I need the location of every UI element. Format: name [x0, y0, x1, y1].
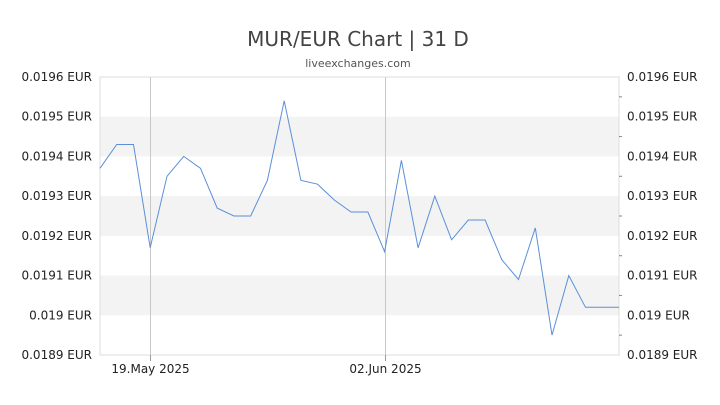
- chart-title: MUR/EUR Chart | 31 D: [247, 27, 469, 51]
- data-point: [232, 215, 235, 218]
- y-tick-label-right: 0.0192 EUR: [627, 229, 698, 243]
- data-point: [249, 215, 252, 218]
- grid-band: [100, 275, 619, 316]
- data-point: [350, 211, 353, 214]
- data-point: [216, 207, 219, 210]
- y-tick-label-right: 0.0194 EUR: [627, 149, 698, 163]
- data-point: [333, 199, 336, 202]
- y-axis-left: 0.0196 EUR 0.0195 EUR 0.0194 EUR 0.0193 EUR…: [21, 70, 92, 362]
- y-tick-label-right: 0.0191 EUR: [627, 269, 698, 283]
- vertical-gridlines: [150, 77, 386, 355]
- y-tick-label-left: 0.0194 EUR: [21, 149, 92, 163]
- y-tick-label-right: 0.0189 EUR: [627, 348, 698, 362]
- y-tick-label-right: 0.0195 EUR: [627, 110, 698, 124]
- data-point: [400, 159, 403, 162]
- grid-band: [100, 116, 619, 157]
- data-point: [132, 143, 135, 146]
- y-tick-label-left: 0.0191 EUR: [21, 269, 92, 283]
- data-point: [182, 155, 185, 158]
- data-point: [618, 306, 621, 309]
- data-point: [584, 306, 587, 309]
- background-bands: [100, 116, 619, 316]
- y-tick-label-right: 0.0196 EUR: [627, 70, 698, 84]
- y-tick-label-left: 0.0192 EUR: [21, 229, 92, 243]
- data-point: [99, 167, 102, 170]
- data-point: [283, 99, 286, 102]
- y-axis-right: 0.0196 EUR 0.0195 EUR 0.0194 EUR 0.0193 EUR…: [619, 70, 698, 362]
- x-axis: 19.May 2025 02.Jun 2025: [111, 355, 422, 376]
- y-tick-label-right: 0.019 EUR: [627, 308, 690, 322]
- y-tick-label-left: 0.0193 EUR: [21, 189, 92, 203]
- data-point: [417, 246, 420, 249]
- data-point: [316, 183, 319, 186]
- data-point: [383, 250, 386, 253]
- y-tick-label-left: 0.0196 EUR: [21, 70, 92, 84]
- data-point: [484, 219, 487, 222]
- data-point: [450, 238, 453, 241]
- data-point: [534, 226, 537, 229]
- y-tick-label-left: 0.0195 EUR: [21, 110, 92, 124]
- data-point: [149, 246, 152, 249]
- data-point: [567, 274, 570, 277]
- data-point: [433, 195, 436, 198]
- rate-series-line: [99, 100, 619, 336]
- data-point: [266, 179, 269, 182]
- chart-subtitle: liveexchanges.com: [305, 57, 410, 70]
- data-point: [199, 167, 202, 170]
- data-point: [166, 175, 169, 178]
- y-tick-label-right: 0.0193 EUR: [627, 189, 698, 203]
- data-point: [299, 179, 302, 182]
- y-tick-label-left: 0.019 EUR: [29, 308, 92, 322]
- grid-band: [100, 196, 619, 236]
- data-point: [467, 219, 470, 222]
- data-point: [366, 211, 369, 214]
- x-tick-label: 02.Jun 2025: [349, 362, 421, 376]
- y-tick-label-left: 0.0189 EUR: [21, 348, 92, 362]
- data-point: [551, 334, 554, 337]
- data-point: [500, 258, 503, 261]
- data-point: [115, 143, 118, 146]
- data-point: [601, 306, 604, 309]
- x-tick-label: 19.May 2025: [111, 362, 189, 376]
- data-point: [517, 278, 520, 281]
